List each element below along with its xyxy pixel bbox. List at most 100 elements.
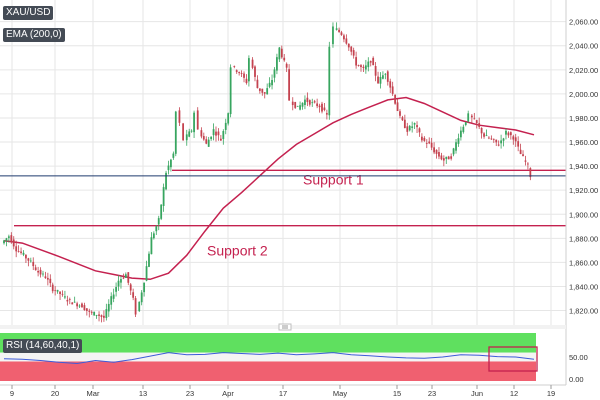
price-tick-label: 2,040.00 xyxy=(569,42,598,51)
candle-body xyxy=(357,65,360,66)
candle-body xyxy=(332,26,334,45)
candle-body xyxy=(122,277,125,279)
candle-body xyxy=(428,141,431,144)
candle-body xyxy=(374,66,377,76)
candle-body xyxy=(15,246,18,252)
candle-body xyxy=(470,115,473,118)
candle-body xyxy=(185,134,188,141)
candle-body xyxy=(117,280,120,287)
candle-body xyxy=(219,138,222,141)
rsi-line xyxy=(3,352,535,365)
rsi-oversold-zone xyxy=(0,361,536,381)
candle-body xyxy=(507,132,510,136)
candle-body xyxy=(247,58,250,82)
candle-body xyxy=(328,46,331,116)
candle-body xyxy=(193,112,195,133)
candle-body xyxy=(408,125,411,131)
candle-body xyxy=(527,163,529,165)
time-axis: 9 20 Mar 13 23 Apr 17 May 15 23 Jun 12 19 xyxy=(0,384,566,398)
candle-body xyxy=(425,142,428,144)
rsi-tick-label: 50.00 xyxy=(569,353,588,362)
panel-resize-handle[interactable] xyxy=(278,323,292,331)
candle-body xyxy=(457,138,460,144)
symbol-label[interactable]: XAU/USD xyxy=(3,6,54,20)
candle-body xyxy=(509,132,512,136)
candle-body xyxy=(467,113,470,122)
time-tick-label: 15 xyxy=(393,389,401,398)
candle-body xyxy=(115,287,117,292)
candle-body xyxy=(512,136,515,140)
candle-body xyxy=(90,311,93,313)
candle-body xyxy=(162,187,165,206)
candle-body xyxy=(49,278,52,284)
candle-body xyxy=(291,101,294,106)
candle-body xyxy=(403,119,406,128)
candle-body xyxy=(430,142,433,148)
price-tick-label: 1,900.00 xyxy=(569,210,598,219)
candle-body xyxy=(340,32,343,35)
time-tick-label: 9 xyxy=(10,389,14,398)
candle-body xyxy=(37,271,40,273)
candle-body xyxy=(379,76,382,84)
candle-body xyxy=(411,126,414,128)
candle-body xyxy=(313,101,316,103)
candle-body xyxy=(452,148,455,155)
candle-body xyxy=(278,47,281,60)
candle-body xyxy=(304,99,306,105)
candle-body xyxy=(423,137,426,141)
candle-body xyxy=(103,315,105,318)
candle-body xyxy=(447,156,450,160)
candle-body xyxy=(251,59,254,68)
candle-body xyxy=(202,136,205,140)
candle-body xyxy=(182,123,185,141)
candle-body xyxy=(27,258,30,261)
candle-body xyxy=(76,303,79,307)
candle-body xyxy=(32,261,35,267)
candle-body xyxy=(143,282,146,293)
candle-body xyxy=(229,67,232,115)
candle-body xyxy=(350,46,353,52)
candle-body xyxy=(450,156,453,159)
candle-body xyxy=(66,300,69,302)
candle-body xyxy=(299,105,301,110)
candle-body xyxy=(59,291,61,294)
candle-body xyxy=(352,50,355,56)
candle-body xyxy=(382,75,384,79)
candle-body xyxy=(207,139,210,147)
rsi-indicator-label[interactable]: RSI (14,60,40,1) xyxy=(3,339,83,353)
candle-body xyxy=(301,102,304,107)
candle-body xyxy=(445,156,448,159)
time-tick-label: Mar xyxy=(87,389,100,398)
candle-body xyxy=(338,29,340,32)
candle-body xyxy=(140,292,143,303)
candle-body xyxy=(519,149,522,155)
candle-body xyxy=(394,94,397,104)
candle-body xyxy=(386,71,389,82)
candle-body xyxy=(478,123,481,127)
candle-body xyxy=(367,61,370,68)
candle-body xyxy=(200,130,203,137)
candle-body xyxy=(524,160,527,162)
candle-body xyxy=(165,172,167,190)
candle-body xyxy=(78,305,81,307)
candle-body xyxy=(325,113,328,115)
candle-body xyxy=(157,218,160,225)
time-tick-label: Apr xyxy=(222,389,234,398)
ema-indicator-label[interactable]: EMA (200,0) xyxy=(3,28,65,42)
price-tick-label: 1,940.00 xyxy=(569,162,598,171)
candle-body xyxy=(490,138,493,140)
ema-line-layer xyxy=(3,96,535,281)
candle-body xyxy=(480,127,483,134)
candle-body xyxy=(372,57,375,66)
candle-body xyxy=(5,238,8,242)
rsi-highlight-box xyxy=(488,346,538,372)
candle-body xyxy=(502,138,505,141)
candle-body xyxy=(418,128,421,133)
candle-body xyxy=(29,260,32,262)
candle-body xyxy=(233,66,236,67)
candle-body xyxy=(377,76,379,84)
time-tick-label: Jun xyxy=(471,389,483,398)
time-tick-label: 23 xyxy=(186,389,194,398)
